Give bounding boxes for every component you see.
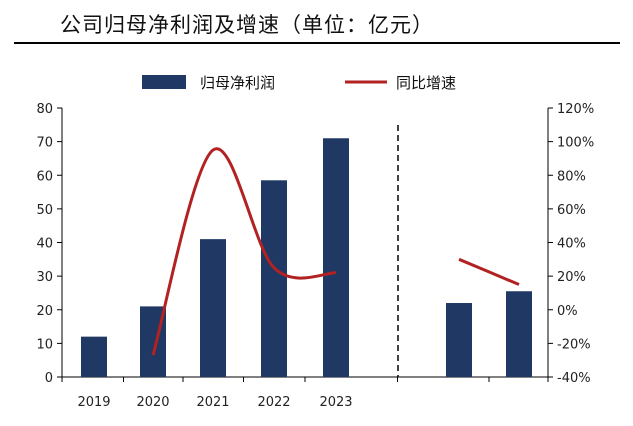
left-y-tick-label: 40 (36, 237, 53, 252)
title-underline (14, 42, 620, 44)
bar (323, 138, 349, 377)
bar (446, 303, 472, 377)
left-y-tick-label: 20 (36, 304, 53, 319)
left-y-tick-label: 30 (36, 270, 53, 285)
left-y-tick-label: 70 (36, 136, 53, 151)
right-y-tick-label: 120% (557, 102, 594, 117)
x-tick-label: 2021 (196, 395, 229, 410)
left-y-tick-label: 0 (45, 371, 53, 386)
legend: 归母净利润 同比增速 (142, 74, 456, 92)
line-series (151, 147, 520, 356)
right-y-tick-label: 100% (557, 136, 594, 151)
left-y-tick-label: 50 (36, 203, 53, 218)
right-y-tick-label: -40% (557, 371, 591, 386)
bar (81, 336, 107, 377)
bar-series (81, 138, 532, 377)
left-y-tick-label: 80 (36, 102, 53, 117)
growth-line-segment (458, 257, 520, 286)
growth-line-segment (151, 147, 337, 356)
bar (200, 239, 226, 377)
left-y-tick-label: 60 (36, 169, 53, 184)
legend-label-line: 同比增速 (396, 74, 456, 92)
left-y-tick-label: 10 (36, 337, 53, 352)
right-y-tick-label: 80% (557, 169, 586, 184)
right-y-tick-label: 0% (557, 304, 578, 319)
right-y-tick-label: 20% (557, 270, 586, 285)
x-tick-label: 2019 (77, 395, 110, 410)
chart-title: 公司归母净利润及增速（单位：亿元） (60, 13, 434, 37)
legend-label-bar: 归母净利润 (200, 74, 275, 92)
axes: 0 10 20 30 40 50 60 70 80 -40% -20% 0% 20% 40% 60% 80% 1… (36, 102, 594, 410)
right-y-tick-label: -20% (557, 337, 591, 352)
x-tick-label: 2022 (257, 395, 290, 410)
right-y-tick-label: 40% (557, 237, 586, 252)
bar (506, 291, 532, 377)
legend-swatch-bar (142, 75, 186, 89)
x-tick-label: 2020 (136, 395, 169, 410)
right-y-tick-label: 60% (557, 203, 586, 218)
x-tick-label: 2023 (319, 395, 352, 410)
bar (261, 180, 287, 377)
